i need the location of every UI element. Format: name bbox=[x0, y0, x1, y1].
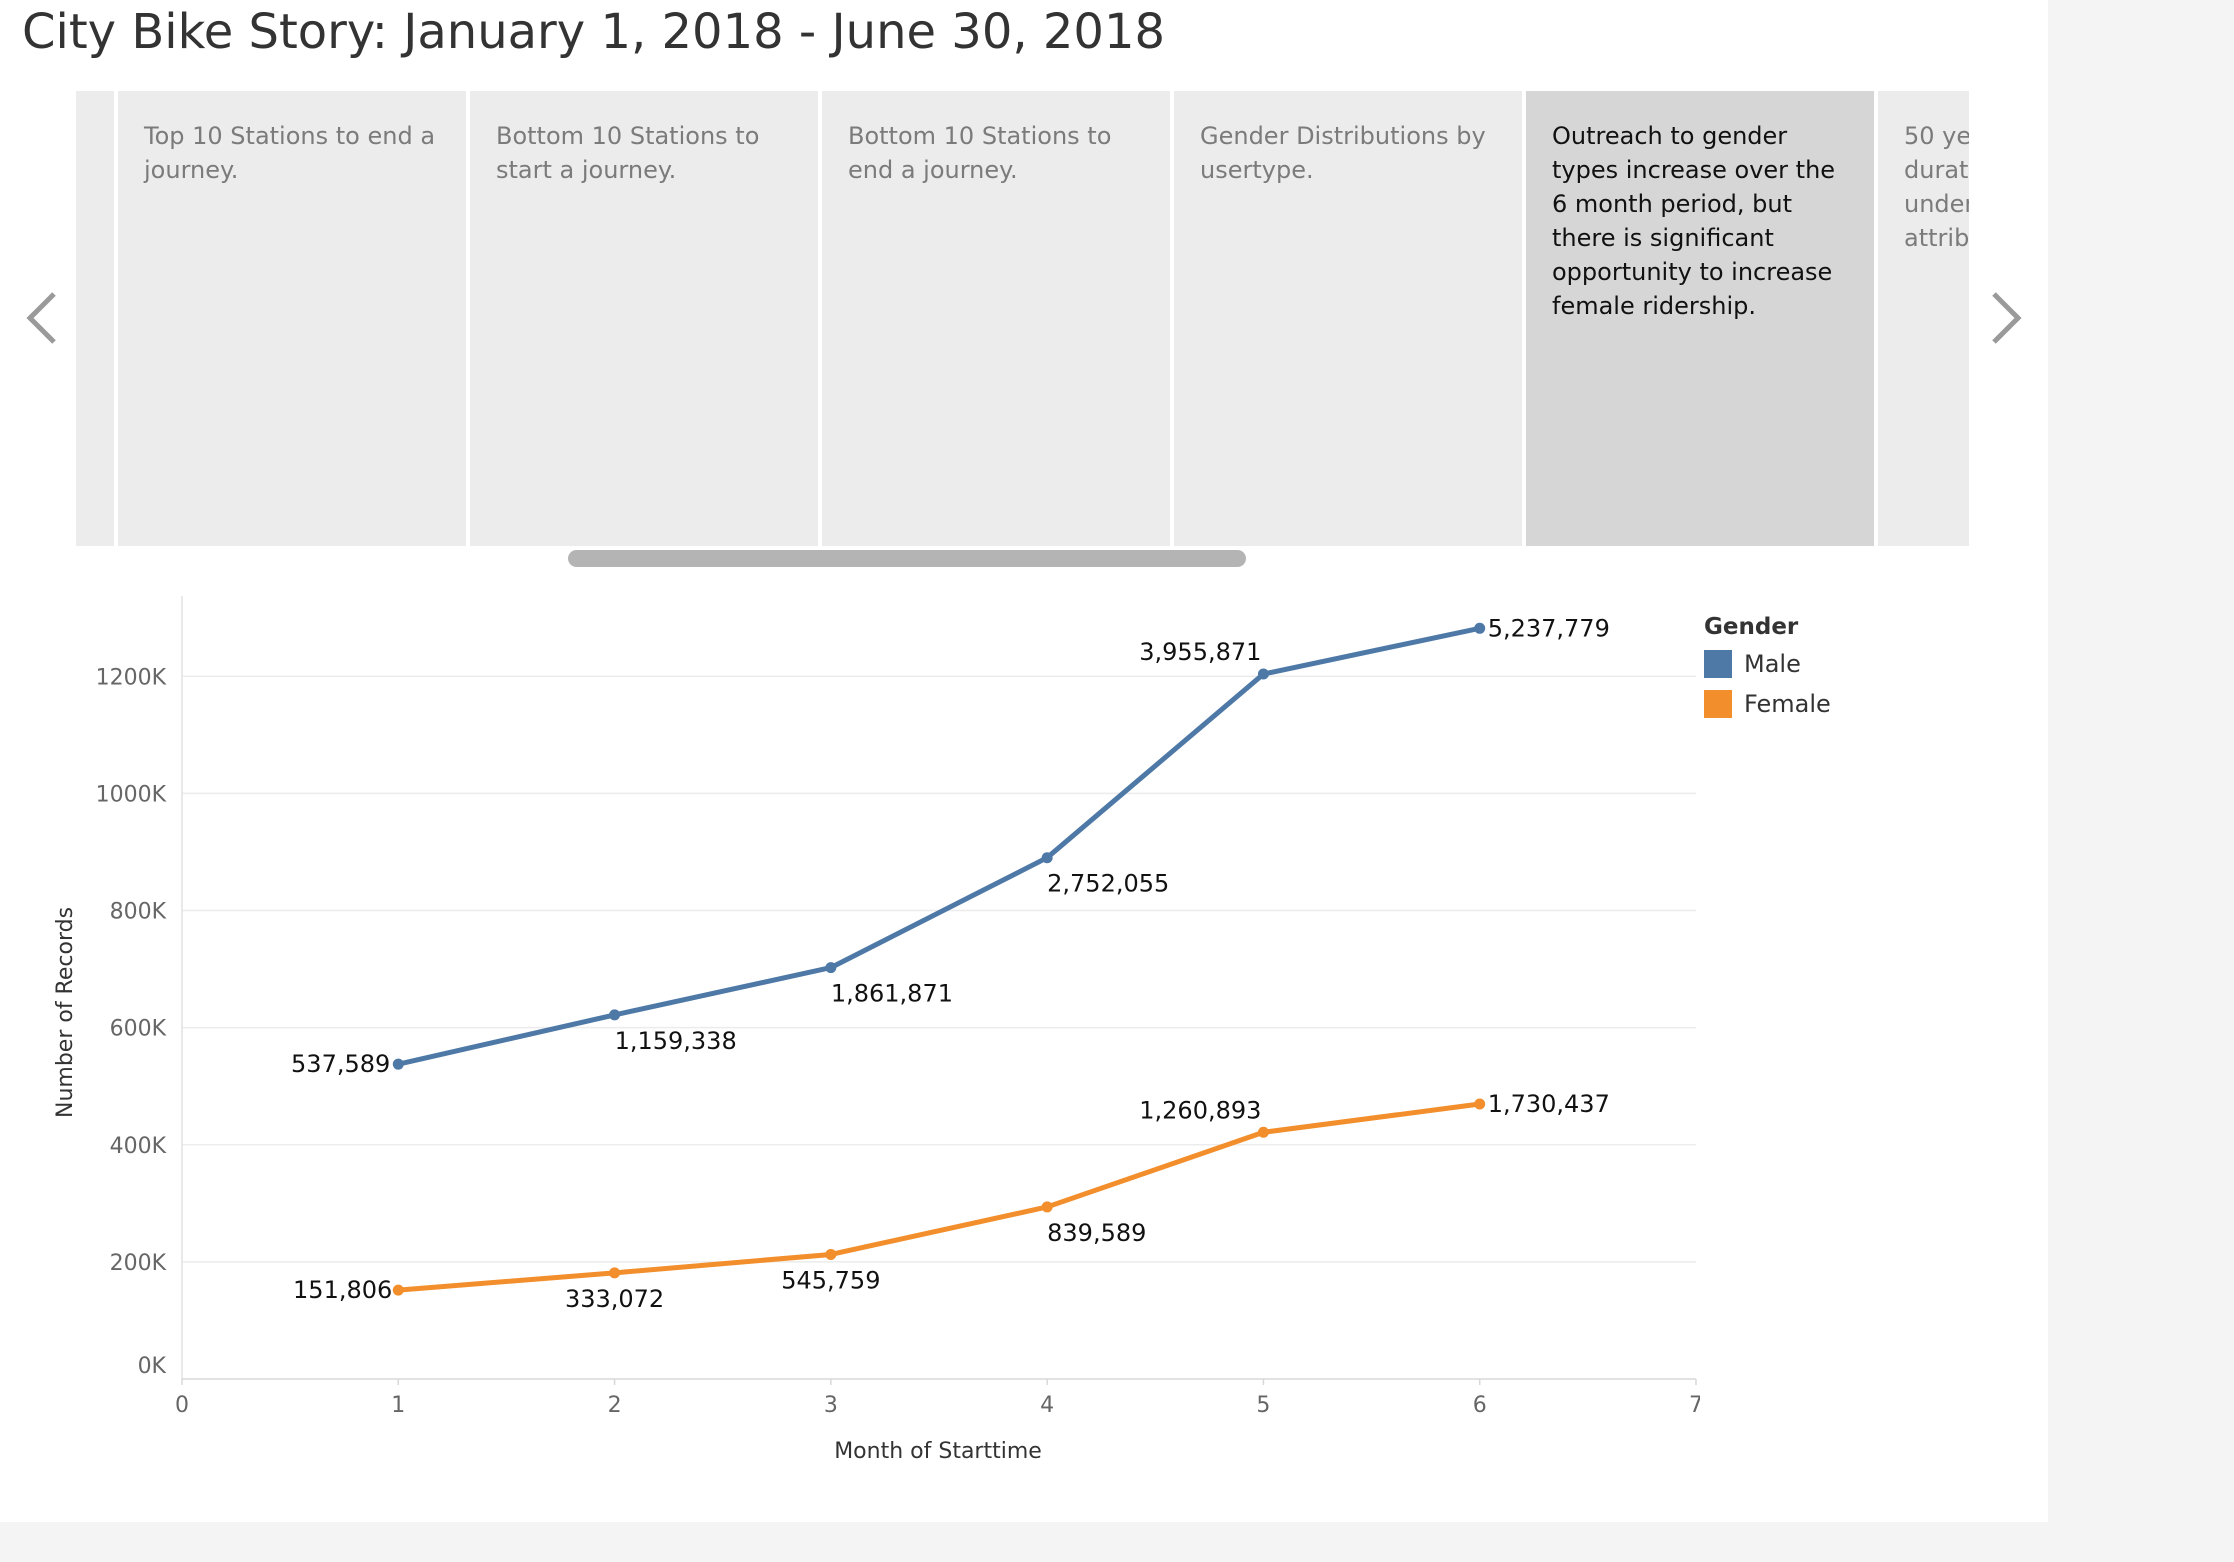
x-tick-label: 4 bbox=[1040, 1393, 1054, 1418]
data-point-female bbox=[1041, 1201, 1053, 1213]
x-tick-label: 0 bbox=[175, 1393, 189, 1418]
data-point-male bbox=[1041, 852, 1053, 864]
story-point-caption: Bottom 10 Stations to end a journey. bbox=[848, 122, 1112, 184]
story-scrollbar-thumb[interactable] bbox=[568, 550, 1246, 567]
page-title: City Bike Story: January 1, 2018 - June … bbox=[22, 4, 1166, 60]
legend-swatch-female bbox=[1704, 690, 1732, 718]
data-label-male: 1,861,871 bbox=[831, 980, 953, 1008]
dashboard: City Bike Story: January 1, 2018 - June … bbox=[0, 0, 2048, 1522]
x-tick-label: 1 bbox=[391, 1393, 405, 1418]
data-label-male: 2,752,055 bbox=[1047, 870, 1169, 898]
x-tick-label: 6 bbox=[1473, 1393, 1487, 1418]
legend-label-female: Female bbox=[1744, 690, 1831, 718]
data-point-female bbox=[825, 1248, 837, 1260]
previous-story-point-button[interactable] bbox=[20, 288, 64, 348]
y-tick-label: 800K bbox=[110, 900, 167, 925]
story-point-6[interactable]: 50 yea longes with a durati follow 31 ye… bbox=[1874, 91, 1969, 546]
y-axis-title: Number of Records bbox=[53, 907, 78, 1118]
x-axis-title: Month of Starttime bbox=[834, 1439, 1042, 1464]
data-point-female bbox=[1474, 1098, 1486, 1110]
data-label-female: 545,759 bbox=[781, 1266, 880, 1294]
story-point-caption: Gender Distributions by usertype. bbox=[1200, 122, 1486, 184]
data-label-female: 839,589 bbox=[1047, 1219, 1146, 1247]
data-point-male bbox=[392, 1058, 404, 1070]
data-label-female: 1,260,893 bbox=[1139, 1096, 1261, 1124]
y-tick-label: 1000K bbox=[96, 782, 167, 807]
legend-item-female[interactable]: Female bbox=[1704, 684, 1944, 724]
chevron-right-icon bbox=[1992, 292, 2022, 344]
data-point-female bbox=[609, 1267, 621, 1279]
data-label-female: 151,806 bbox=[293, 1276, 392, 1304]
story-point-caption: Top 10 Stations to end a journey. bbox=[144, 122, 436, 184]
story-point-caption: Bottom 10 Stations to start a journey. bbox=[496, 122, 760, 184]
data-point-female bbox=[1257, 1126, 1269, 1138]
data-point-male bbox=[1474, 622, 1486, 634]
x-tick-label: 5 bbox=[1256, 1393, 1270, 1418]
data-label-female: 1,730,437 bbox=[1488, 1090, 1610, 1118]
series-line-female bbox=[398, 1101, 1481, 1293]
story-point-caption: Outreach to gender types increase over t… bbox=[1552, 122, 1836, 320]
line-chart: 0K 200K 400K 600K 800K 1000K 1200K 0 1 2 3 4 5 6 7 Mont… bbox=[53, 596, 1700, 1464]
data-label-male: 3,955,871 bbox=[1139, 638, 1261, 666]
legend-item-male[interactable]: Male bbox=[1704, 644, 1944, 684]
data-label-male: 1,159,338 bbox=[615, 1027, 737, 1055]
story-point-2[interactable]: Bottom 10 Stations to start a journey. bbox=[466, 91, 818, 546]
series-line-male bbox=[397, 625, 1481, 1067]
chevron-left-icon bbox=[26, 292, 56, 344]
data-label-female: 333,072 bbox=[565, 1285, 664, 1313]
y-tick-label: 0K bbox=[138, 1354, 167, 1379]
data-label-male: 537,589 bbox=[291, 1050, 390, 1078]
y-tick-label: 600K bbox=[110, 1017, 167, 1042]
y-tick-label: 400K bbox=[110, 1134, 167, 1159]
x-tick-label: 3 bbox=[824, 1393, 838, 1418]
story-point-4[interactable]: Gender Distributions by usertype. bbox=[1170, 91, 1522, 546]
y-tick-label: 1200K bbox=[96, 665, 167, 690]
x-tick-label: 2 bbox=[608, 1393, 622, 1418]
legend-label-male: Male bbox=[1744, 650, 1801, 678]
y-tick-label: 200K bbox=[110, 1251, 167, 1276]
x-tick-label: 7 bbox=[1689, 1393, 1700, 1418]
data-point-male bbox=[609, 1009, 621, 1021]
legend-swatch-male bbox=[1704, 650, 1732, 678]
story-point-caption: 50 yea longes with a durati follow 31 ye… bbox=[1904, 122, 1969, 252]
data-point-male bbox=[1257, 668, 1269, 680]
legend: Gender Male Female bbox=[1704, 610, 1944, 724]
data-point-female bbox=[392, 1284, 404, 1296]
story-point-navigator[interactable]: Top 10 Stations to end a journey. Bottom… bbox=[76, 91, 1969, 546]
story-point-1[interactable]: Top 10 Stations to end a journey. bbox=[114, 91, 466, 546]
data-point-male bbox=[825, 962, 837, 974]
legend-title: Gender bbox=[1704, 614, 1799, 640]
next-story-point-button[interactable] bbox=[1984, 288, 2028, 348]
data-label-male: 5,237,779 bbox=[1488, 614, 1610, 642]
story-point-3[interactable]: Bottom 10 Stations to end a journey. bbox=[818, 91, 1170, 546]
story-point-5-active[interactable]: Outreach to gender types increase over t… bbox=[1522, 91, 1874, 546]
